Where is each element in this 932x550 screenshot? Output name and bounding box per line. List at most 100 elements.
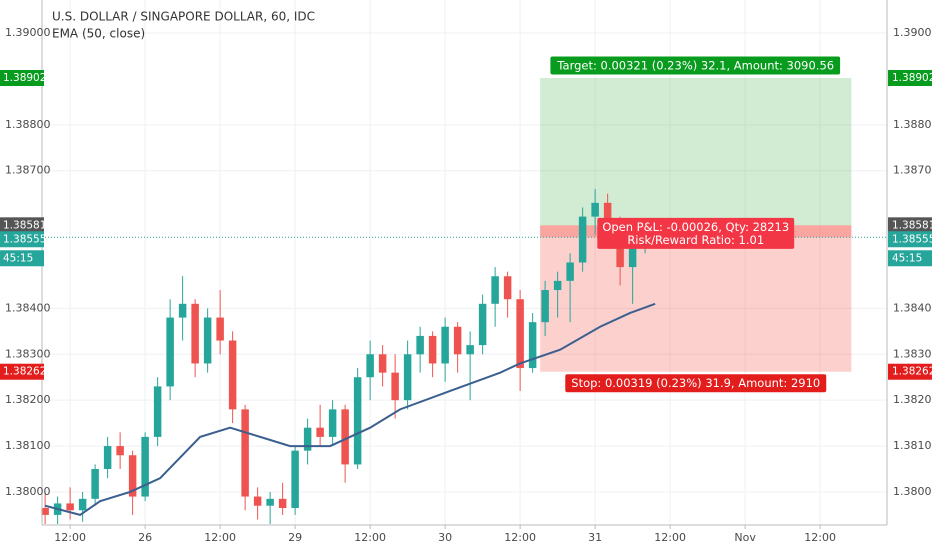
candle-body: [478, 303, 487, 346]
candle-body: [91, 469, 99, 499]
candle-body: [416, 335, 424, 355]
candle-body: [216, 317, 224, 341]
stop-price-tag: 1.38262: [892, 366, 932, 378]
candle-body: [441, 326, 449, 364]
candle-body: [228, 340, 237, 410]
target-price-tag-bg: [888, 70, 932, 87]
y-tick-label: 1.38400: [5, 301, 51, 314]
candle-body: [66, 503, 74, 511]
y-tick-label: 1.38000: [5, 485, 51, 498]
x-tick-label: 29: [288, 531, 302, 544]
candle-body: [103, 446, 112, 470]
x-tick-label: 12:00: [54, 531, 86, 544]
plot-layer: [41, 0, 887, 525]
stop-price-tag-bg: [0, 363, 44, 380]
candle-body: [41, 508, 49, 515]
x-tick-label: 26: [138, 531, 152, 544]
countdown-tag-bg: [888, 250, 932, 267]
y-tick-label: 1.38100: [893, 439, 932, 452]
candle-body: [366, 354, 374, 378]
candle-body: [253, 496, 262, 506]
candle-body: [528, 322, 537, 369]
candle-body: [541, 290, 549, 323]
y-tick-label: 1.38700: [5, 164, 51, 177]
candle-body: [353, 377, 362, 465]
candle-body: [78, 498, 87, 511]
candle-body: [591, 202, 599, 217]
candle-body: [316, 427, 324, 437]
candle-body: [466, 345, 474, 355]
target-price-tag: 1.38902: [892, 72, 932, 84]
candle-body: [403, 354, 412, 401]
y-tick-label: 1.38400: [893, 301, 932, 314]
target-label: Target: 0.00321 (0.23%) 32.1, Amount: 30…: [556, 59, 834, 73]
candle-body: [378, 354, 387, 373]
candle-body: [166, 317, 174, 387]
ema-line: [44, 302, 656, 516]
x-tick-label: 12:00: [504, 531, 536, 544]
candle-body: [116, 446, 124, 456]
y-tick-label: 1.38800: [5, 118, 51, 131]
candle-body: [141, 436, 149, 497]
candle-body: [291, 450, 299, 509]
candle-body: [303, 427, 312, 451]
candle-body: [266, 498, 274, 506]
candle-body: [191, 303, 199, 364]
target-price-tag-bg: [0, 70, 44, 87]
entry-price-tag-bg: [0, 217, 44, 234]
candle-body: [566, 262, 574, 281]
y-tick-label: 1.38000: [893, 485, 932, 498]
x-tick-label: Nov: [734, 531, 756, 544]
candle-body: [491, 276, 499, 304]
indicator-legend: EMA (50, close): [52, 27, 145, 41]
countdown-tag: 45:15: [892, 252, 922, 264]
countdown-tag-bg: [0, 250, 44, 267]
last-price-tag: 1.38555: [3, 233, 46, 245]
stop-price-tag-bg: [888, 363, 932, 380]
candle-body: [128, 455, 137, 497]
entry-price-tag: 1.38581: [892, 219, 932, 231]
stop-zone: [540, 225, 852, 372]
candle-body: [503, 276, 512, 300]
candle-body: [628, 244, 637, 268]
y-tick-label: 1.38200: [893, 393, 932, 406]
y-tick-label: 1.38800: [893, 118, 932, 131]
target-price-tag: 1.38902: [3, 72, 46, 84]
candle-body: [553, 280, 562, 291]
candle-body: [516, 299, 524, 369]
candle-body: [453, 326, 462, 355]
candle-body: [178, 303, 187, 318]
candle-body: [428, 335, 437, 364]
candle-body: [603, 202, 612, 231]
y-tick-label: 1.38200: [5, 393, 51, 406]
candle-body: [241, 409, 249, 497]
last-price-tag-bg: [0, 231, 44, 248]
stop-label-bg: [565, 374, 827, 393]
target-label-bg: [550, 56, 841, 75]
y-tick-label: 1.39000: [893, 26, 932, 39]
last-price-tag-bg: [888, 231, 932, 248]
entry-price-tag: 1.38581: [3, 219, 46, 231]
candle-body: [578, 216, 587, 263]
last-price-tag: 1.38555: [892, 233, 932, 245]
rr-label: Risk/Reward Ratio: 1.01: [627, 233, 764, 247]
x-tick-label: 31: [588, 531, 602, 544]
candle-body: [391, 372, 399, 401]
chart-title: U.S. DOLLAR / SINGAPORE DOLLAR, 60, IDC: [52, 10, 315, 24]
y-tick-label: 1.38300: [5, 347, 51, 360]
x-tick-label: 12:00: [654, 531, 686, 544]
x-tick-label: 12:00: [204, 531, 236, 544]
candle-body: [153, 386, 162, 437]
candle-body: [328, 409, 337, 437]
target-zone: [540, 78, 852, 226]
candle-body: [278, 498, 287, 509]
candle-body: [341, 409, 349, 465]
y-tick-label: 1.38100: [5, 439, 51, 452]
countdown-tag: 45:15: [3, 252, 33, 264]
x-tick-label: 12:00: [804, 531, 836, 544]
y-tick-label: 1.38700: [893, 164, 932, 177]
pnl-label: Open P&L: -0.00026, Qty: 28213: [602, 220, 789, 234]
pnl-label-bg: [597, 217, 795, 249]
y-tick-label: 1.38300: [893, 347, 932, 360]
